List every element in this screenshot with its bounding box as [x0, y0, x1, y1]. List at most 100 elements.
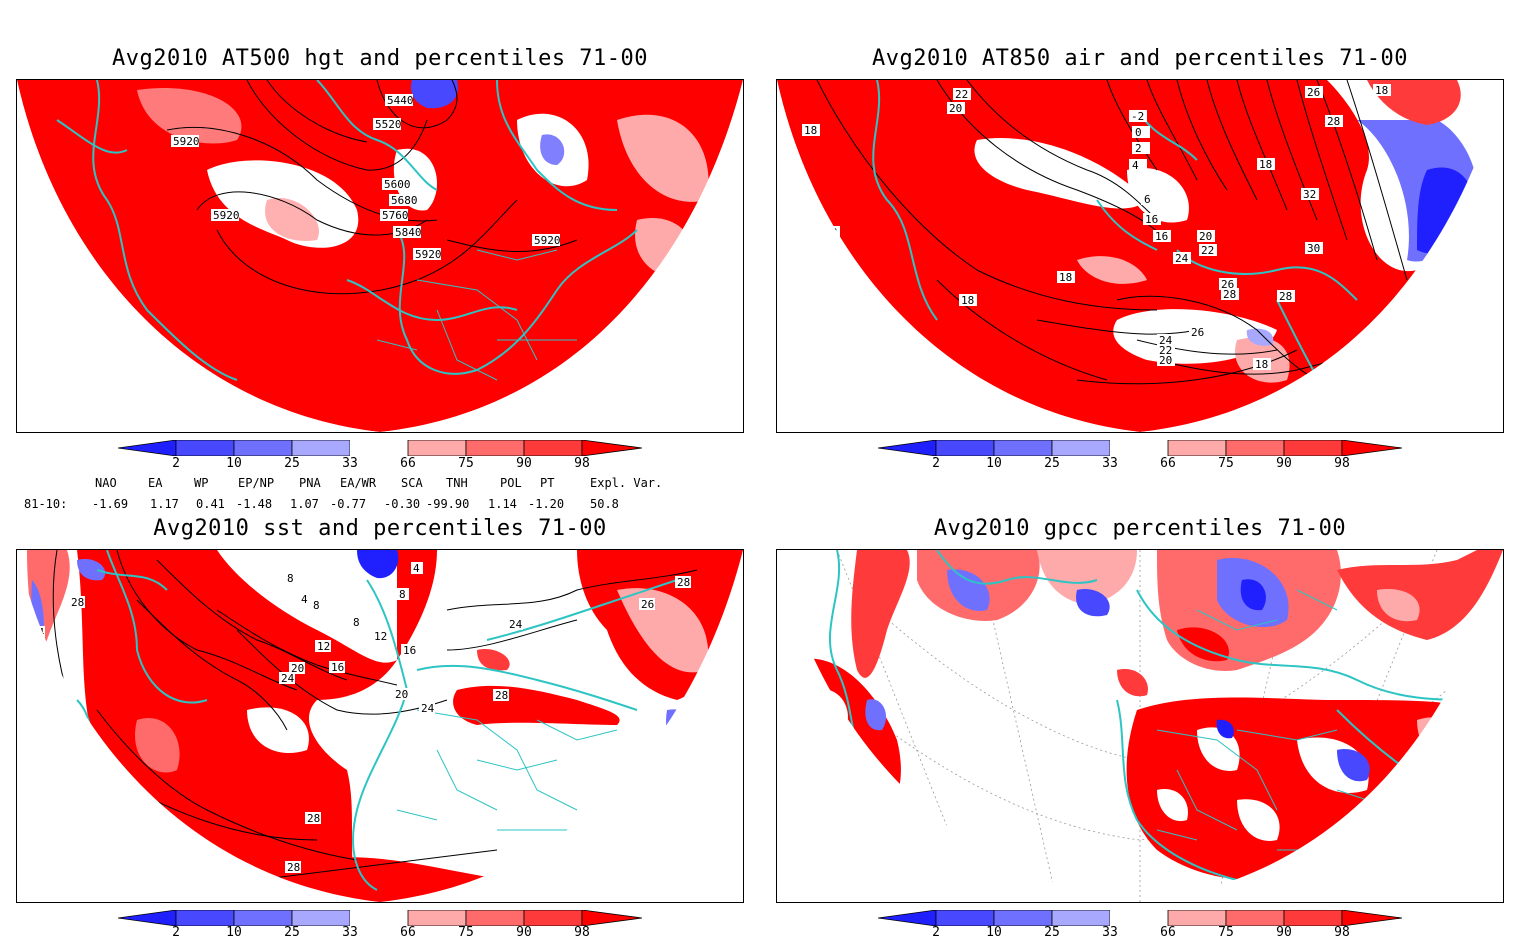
colorbar-label: 90: [516, 456, 532, 471]
index-header: TNH: [446, 476, 468, 490]
colorbar-label: 33: [1102, 456, 1118, 471]
index-header: Expl. Var.: [590, 476, 663, 490]
colorbar-label: 2: [172, 925, 180, 940]
map-panel-hgt: 5440 5520 5600 5680 5760 5840 5920 5920 …: [16, 79, 744, 433]
contour-label: 26: [1307, 86, 1320, 99]
contour-label: 12: [374, 630, 387, 643]
index-value: 1.14: [488, 497, 517, 511]
colorbar-label: 75: [458, 925, 474, 940]
contour-label: 24: [1159, 334, 1173, 347]
colorbar-label: 90: [1276, 456, 1292, 471]
contour-label: 28: [1327, 115, 1340, 128]
index-value: 1.17: [150, 497, 179, 511]
contour-label: 18: [1259, 158, 1272, 171]
contour-label: 18: [1375, 84, 1388, 97]
contour-label: 22: [1201, 244, 1214, 257]
panel-title-sst: Avg2010 sst and percentiles 71-00: [153, 516, 607, 541]
contour-label: 20: [949, 102, 962, 115]
index-header: WP: [194, 476, 209, 490]
contour-label: 16: [331, 661, 344, 674]
colorbar-label: 10: [226, 925, 242, 940]
colorbar-label: 10: [986, 456, 1002, 471]
colorbar-bottom-right: 2 10 25 33 66 75 90 98: [877, 909, 1403, 940]
contour-label: 5760: [382, 209, 409, 222]
index-value: -0.30: [384, 497, 421, 511]
colorbar-label: 2: [932, 456, 940, 471]
contour-label: 8: [287, 572, 294, 585]
contour-label: 20: [395, 688, 408, 701]
colorbar-label: 33: [1102, 925, 1118, 940]
colorbar-label: 66: [400, 456, 416, 471]
colorbar-label: 25: [284, 456, 300, 471]
contour-label: 5840: [395, 226, 422, 239]
contour-label: 4: [1132, 159, 1139, 172]
contour-label: 5920: [173, 135, 200, 148]
colorbar-label: 66: [400, 925, 416, 940]
map-panel-air: 22 20 18 18 18 18 -2 0 2 4 6 16 16 18 20…: [776, 79, 1504, 433]
index-header: PNA: [299, 476, 321, 490]
index-header: EA: [148, 476, 163, 490]
contour-label: 28: [307, 812, 320, 825]
index-value: 0.41: [196, 497, 225, 511]
panel-title-hgt: Avg2010 AT500 hgt and percentiles 71-00: [111, 46, 649, 71]
colorbar-label: 66: [1160, 456, 1176, 471]
index-value: -99.90: [426, 497, 470, 511]
contour-label: 28: [1223, 288, 1236, 301]
contour-label: 28: [71, 596, 84, 609]
colorbar-label: 75: [1218, 456, 1234, 471]
colorbar-label: 10: [986, 925, 1002, 940]
colorbar-label: 66: [1160, 925, 1176, 940]
contour-label: 18: [961, 294, 974, 307]
colorbar-label: 98: [574, 456, 590, 471]
contour-label: 16: [403, 644, 416, 657]
index-value: 50.8: [590, 497, 619, 511]
panel-title-air: Avg2010 AT850 air and percentiles 71-00: [871, 46, 1409, 71]
contour-label: 2: [1135, 142, 1142, 155]
contour-label: 26: [1191, 326, 1204, 339]
colorbar-label: 75: [1218, 925, 1234, 940]
contour-label: 30: [1307, 242, 1320, 255]
contour-label: 28: [495, 689, 508, 702]
contour-label: 28: [677, 576, 690, 589]
index-header: SCA: [401, 476, 423, 490]
contour-label: 32: [1303, 188, 1316, 201]
colorbar-label: 2: [932, 925, 940, 940]
contour-label: 5440: [387, 94, 414, 107]
index-value: -0.77: [330, 497, 367, 511]
contour-label: 24: [1175, 252, 1189, 265]
map-panel-sst: 28 24 8 4 8 12 16 20 24 4 8 12 8 16 20 2…: [16, 549, 744, 903]
colorbar-label: 98: [1334, 456, 1350, 471]
contour-label: 5520: [375, 118, 402, 131]
index-header: POL: [500, 476, 522, 490]
contour-label: 12: [317, 640, 330, 653]
index-header: EP/NP: [238, 476, 275, 490]
index-header: EA/WR: [340, 476, 377, 490]
colorbar-label: 33: [342, 456, 358, 471]
index-value: -1.48: [236, 497, 273, 511]
contour-label: 20: [291, 662, 304, 675]
contour-label: 28: [1279, 290, 1292, 303]
colorbar-label: 33: [342, 925, 358, 940]
contour-label: 6: [1144, 193, 1151, 206]
contour-label: 24: [281, 672, 295, 685]
colorbar-label: 2: [172, 456, 180, 471]
contour-label: 16: [1155, 230, 1168, 243]
contour-label: 8: [313, 599, 320, 612]
contour-label: 18: [804, 124, 817, 137]
map-panel-gpcc: [776, 549, 1504, 903]
contour-label: 8: [399, 588, 406, 601]
contour-label: 24: [509, 618, 523, 631]
contour-label: 22: [1159, 344, 1172, 357]
contour-label: 5920: [213, 209, 240, 222]
colorbar-top-right: 2 10 25 33 66 75 90 98: [877, 439, 1403, 472]
contour-label: 5600: [384, 178, 411, 191]
contour-label: 24: [421, 702, 435, 715]
colorbar-label: 90: [516, 925, 532, 940]
index-header: NAO: [95, 476, 117, 490]
colorbar-label: 75: [458, 456, 474, 471]
colorbar-label: 98: [1334, 925, 1350, 940]
colorbar-label: 25: [284, 925, 300, 940]
colorbar-label: 25: [1044, 925, 1060, 940]
colorbar-label: 98: [574, 925, 590, 940]
index-header: PT: [540, 476, 555, 490]
